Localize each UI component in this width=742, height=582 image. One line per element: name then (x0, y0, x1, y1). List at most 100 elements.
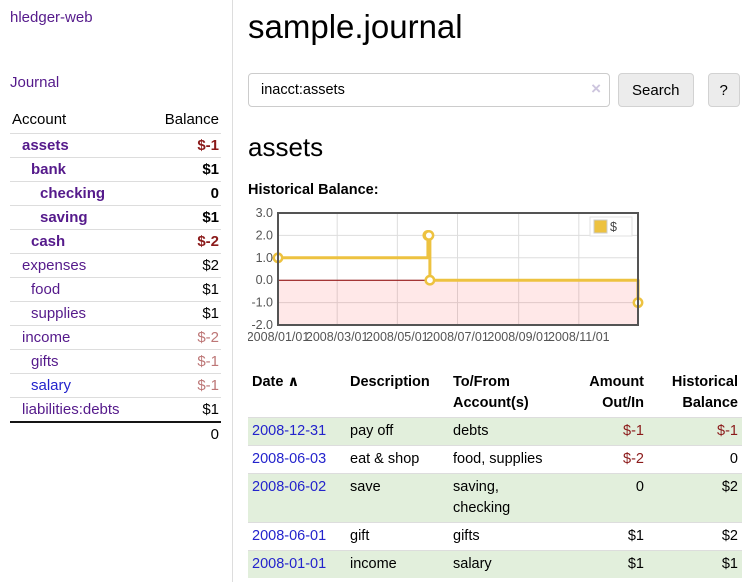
account-row: supplies $1 (10, 301, 221, 326)
transaction-description: eat & shop (346, 445, 449, 474)
account-link[interactable]: liabilities:debts (22, 401, 120, 418)
account-balance: $-2 (148, 325, 221, 350)
transaction-description: pay off (346, 417, 449, 446)
sidebar-item-journal[interactable]: Journal (10, 74, 60, 91)
svg-text:-2.0: -2.0 (251, 318, 273, 332)
account-row: saving $1 (10, 205, 221, 230)
search-input[interactable] (248, 73, 610, 107)
sort-ascending-icon: ∧ (287, 374, 300, 390)
date-column-header[interactable]: Date ∧ (248, 369, 346, 419)
account-balance: $1 (148, 157, 221, 182)
search-form: × Search ? (248, 73, 742, 107)
svg-text:2008/11/01: 2008/11/01 (548, 330, 610, 344)
transaction-balance: $-1 (648, 417, 742, 446)
account-row: cash $-2 (10, 229, 221, 254)
account-balance: $1 (148, 301, 221, 326)
account-balance: $1 (148, 205, 221, 230)
svg-text:2008/07/01: 2008/07/01 (426, 330, 489, 344)
account-link[interactable]: expenses (22, 257, 87, 274)
svg-text:2.0: 2.0 (256, 228, 273, 242)
account-balance: $1 (148, 397, 221, 422)
transaction-balance: $1 (648, 550, 742, 579)
transaction-amount: 0 (560, 473, 648, 523)
account-balance: $2 (148, 253, 221, 278)
account-link[interactable]: checking (40, 185, 106, 202)
account-link[interactable]: gifts (31, 353, 59, 370)
historical-balance-chart: $3.0 2.0 1.0 0.0 -1.0 -2.02008/01/012008/03/0… (247, 206, 644, 344)
account-row: salary $-1 (10, 373, 221, 398)
account-section-title: assets (248, 132, 324, 162)
account-balance: 0 (148, 181, 221, 206)
svg-text:3.0: 3.0 (256, 207, 273, 220)
help-button[interactable]: ? (707, 73, 740, 107)
transaction-date-link[interactable]: 2008-06-02 (252, 479, 327, 496)
transaction-date-link[interactable]: 2008-01-01 (252, 556, 327, 573)
account-total-balance: 0 (148, 421, 221, 446)
account-balance: $-1 (148, 133, 221, 158)
account-row: gifts $-1 (10, 349, 221, 374)
account-row: income $-2 (10, 325, 221, 350)
svg-text:2008/05/01: 2008/05/01 (366, 330, 429, 344)
balance-column-header: Balance (164, 111, 219, 128)
account-balance: $-1 (148, 349, 221, 374)
account-link[interactable]: bank (31, 161, 67, 178)
account-balance: $-1 (148, 373, 221, 398)
main-content: sample.journal × Search ? assets Histori… (233, 0, 742, 582)
account-row: liabilities:debts $1 (10, 397, 221, 422)
account-link[interactable]: saving (40, 209, 88, 226)
transaction-amount: $-1 (560, 417, 648, 446)
svg-text:2008/03/01: 2008/03/01 (306, 330, 369, 344)
account-row: assets $-1 (10, 133, 221, 158)
transaction-description: income (346, 550, 449, 579)
svg-text:-1.0: -1.0 (251, 296, 273, 310)
transaction-accounts: food, supplies (449, 445, 560, 474)
account-link[interactable]: assets (22, 137, 69, 154)
svg-text:2008/01/01: 2008/01/01 (248, 330, 309, 344)
account-row: expenses $2 (10, 253, 221, 278)
account-balance: $1 (148, 277, 221, 302)
transaction-row: 2008-01-01 income salary $1 $1 (248, 550, 742, 579)
sidebar: hledger-web Journal Account Balance asse… (0, 0, 233, 582)
account-link[interactable]: salary (31, 377, 72, 394)
legend-swatch-icon (593, 219, 608, 234)
account-row: checking 0 (10, 181, 221, 206)
transaction-row: 2008-06-02 save saving, checking 0 $2 (248, 473, 742, 523)
register-table: Date ∧ Description To/From Account(s) Am… (248, 369, 742, 579)
svg-text:1.0: 1.0 (256, 251, 273, 265)
transaction-description: save (346, 473, 449, 523)
transaction-row: 2008-06-01 gift gifts $1 $2 (248, 522, 742, 551)
app-title-link[interactable]: hledger-web (10, 9, 93, 26)
account-link[interactable]: supplies (31, 305, 87, 322)
search-button[interactable]: Search (618, 73, 694, 107)
transaction-description: gift (346, 522, 449, 551)
transaction-amount: $-2 (560, 445, 648, 474)
account-row: bank $1 (10, 157, 221, 182)
accounts-column-header: To/From Account(s) (449, 369, 560, 419)
transaction-accounts: salary (449, 550, 560, 579)
transaction-row: 2008-12-31 pay off debts $-1 $-1 (248, 417, 742, 446)
account-column-header: Account (12, 111, 67, 128)
svg-text:0.0: 0.0 (256, 273, 273, 287)
transaction-amount: $1 (560, 522, 648, 551)
svg-text:2008/09/01: 2008/09/01 (487, 330, 550, 344)
transaction-date-link[interactable]: 2008-12-31 (252, 423, 327, 440)
balance-column-header-register: Historical Balance (648, 369, 742, 419)
transaction-accounts: debts (449, 417, 560, 446)
account-link[interactable]: income (22, 329, 71, 346)
account-balance: $-2 (148, 229, 221, 254)
amount-column-header: Amount Out/In (560, 369, 648, 419)
transaction-date-link[interactable]: 2008-06-03 (252, 451, 327, 468)
transaction-accounts: saving, checking (449, 473, 560, 523)
account-link[interactable]: cash (31, 233, 66, 250)
transaction-date-link[interactable]: 2008-06-01 (252, 528, 327, 545)
clear-search-icon[interactable]: × (591, 79, 601, 98)
chart-title: Historical Balance: (248, 182, 379, 198)
transaction-accounts: gifts (449, 522, 560, 551)
account-row: food $1 (10, 277, 221, 302)
svg-text:$: $ (610, 220, 617, 234)
account-tree: Account Balance assets $-1 bank $1 checking 0… (10, 107, 221, 446)
register-body: 2008-12-31 pay off debts $-1 $-1 2008-06-03 ea… (248, 417, 742, 579)
account-link[interactable]: food (31, 281, 61, 298)
transaction-row: 2008-06-03 eat & shop food, supplies $-2 0 (248, 445, 742, 474)
transaction-balance: 0 (648, 445, 742, 474)
